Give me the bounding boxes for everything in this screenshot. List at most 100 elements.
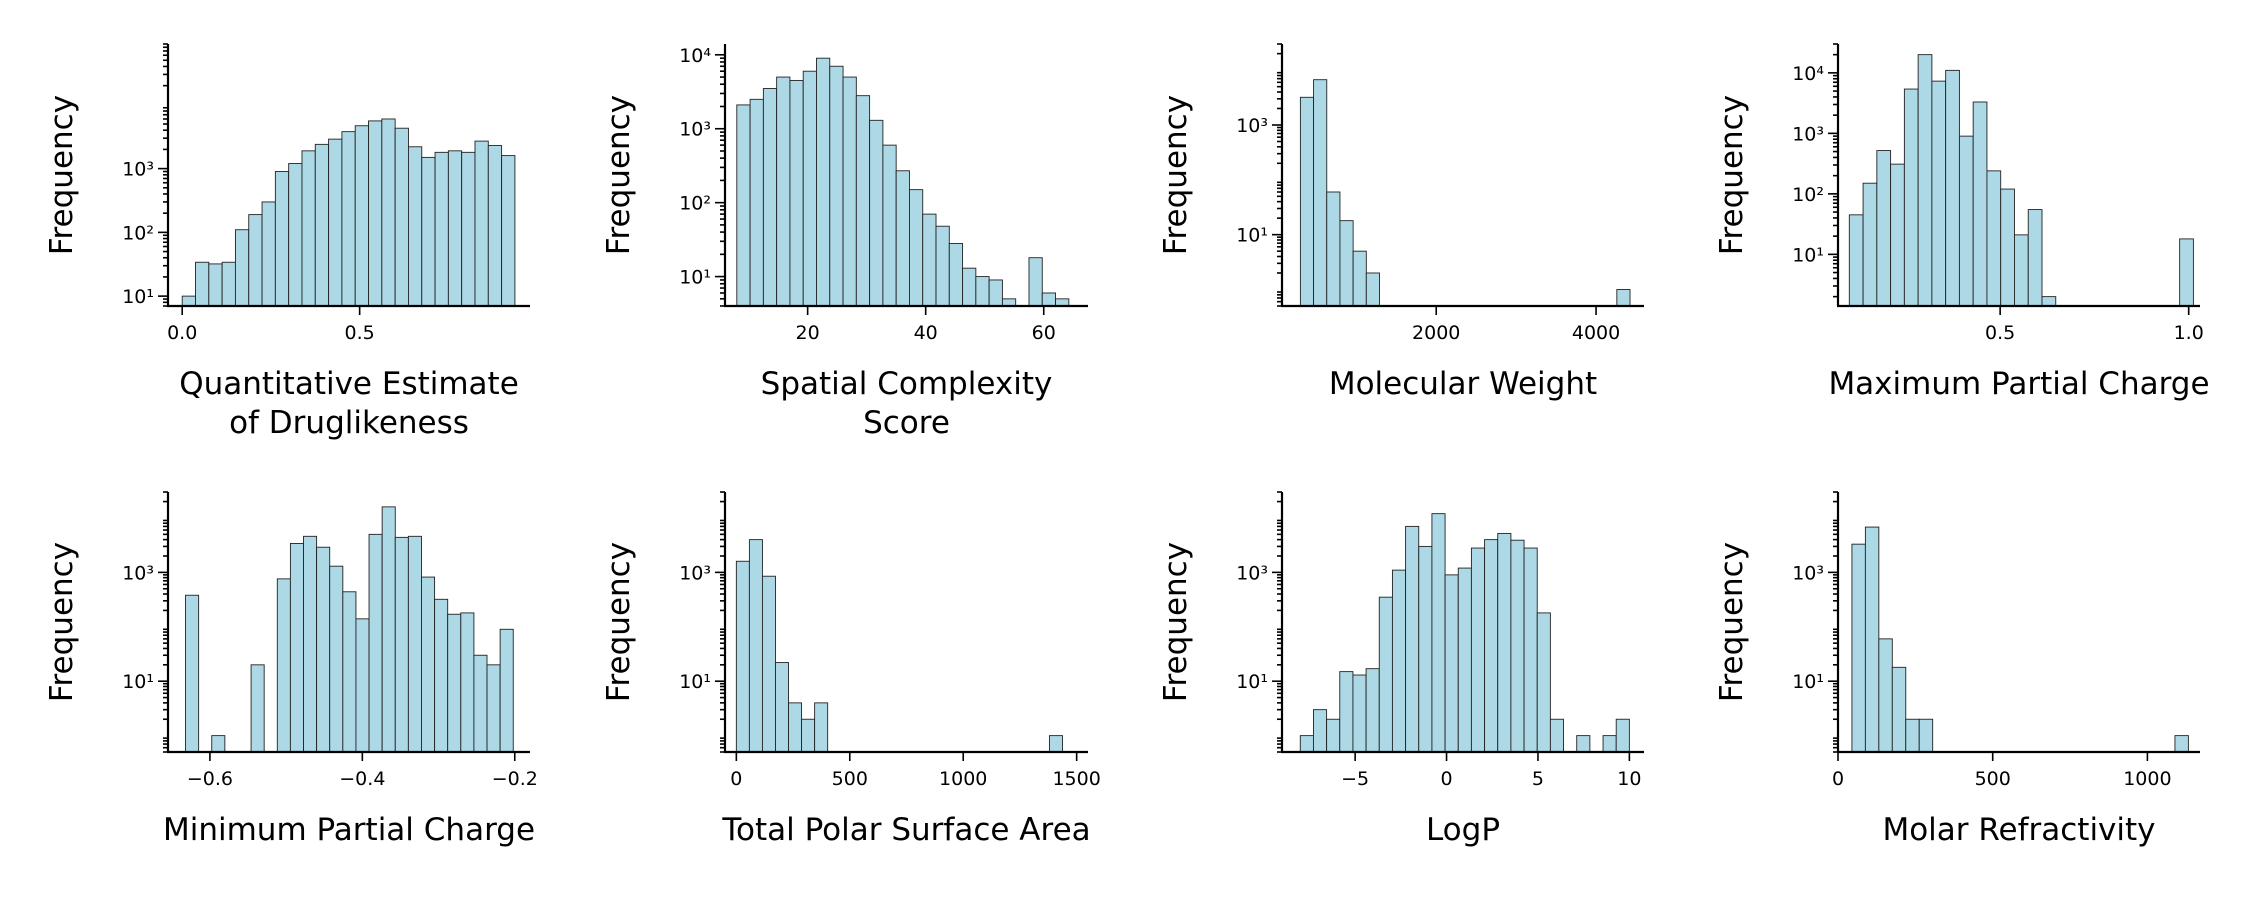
histogram-bar bbox=[776, 76, 791, 307]
x-axis-label: Minimum Partial Charge bbox=[163, 812, 535, 848]
y-tick-label: 10¹ bbox=[1236, 225, 1268, 247]
histogram-bar bbox=[208, 263, 223, 307]
histogram-bar bbox=[381, 506, 396, 753]
y-axis-label: Frequency bbox=[601, 542, 637, 702]
x-tick-label: 500 bbox=[1975, 768, 2011, 790]
histogram-bar bbox=[473, 654, 488, 753]
histogram-panel-3: 10¹ 10³ 2000 4000 Frequency Molecular Weight bbox=[1158, 43, 1644, 402]
y-tick-label: 10³ bbox=[679, 119, 711, 141]
histogram-panel-6: 10¹ 10³ 0 500 1000 1500 Frequency Total Polar S… bbox=[601, 491, 1101, 848]
histogram-bar bbox=[1028, 257, 1043, 307]
y-tick-label: 10² bbox=[679, 193, 711, 215]
histogram-bar bbox=[1878, 638, 1893, 753]
x-tick-label: 0 bbox=[730, 768, 742, 790]
histogram-panel-2: 10¹ 10² 10³ 10⁴ 20 40 60 Frequency Spatial Compl… bbox=[601, 44, 1088, 441]
y-tick-label: 10¹ bbox=[679, 267, 711, 289]
histogram-bar bbox=[1862, 182, 1878, 307]
y-tick-label: 10¹ bbox=[122, 671, 154, 693]
x-tick-label: −0.2 bbox=[492, 768, 538, 790]
histogram-bar bbox=[1484, 539, 1499, 753]
histogram-bar bbox=[342, 591, 357, 753]
histogram-panel-5: 10¹ 10³ −0.6 −0.4 −0.2 Frequency Minimum Parti… bbox=[44, 491, 538, 848]
histogram-bar bbox=[2027, 209, 2043, 307]
x-tick-label: 20 bbox=[796, 322, 820, 344]
y-tick-label: 10³ bbox=[1236, 562, 1268, 584]
histogram-bar bbox=[1536, 612, 1551, 753]
histogram-bar bbox=[2174, 735, 2189, 753]
histogram-bar bbox=[814, 702, 829, 753]
x-tick-label: 1.0 bbox=[2174, 322, 2204, 344]
histogram-bar bbox=[1931, 80, 1947, 307]
x-axis-label: Total Polar Surface Area bbox=[721, 812, 1090, 848]
histogram-bar bbox=[842, 76, 857, 307]
x-tick-label: −5 bbox=[1341, 768, 1369, 790]
histogram-bar bbox=[788, 702, 803, 753]
histogram-bar bbox=[368, 533, 383, 753]
histogram-bar bbox=[381, 118, 396, 307]
y-axis-label: Frequency bbox=[44, 95, 80, 255]
x-tick-label: 0.5 bbox=[345, 322, 375, 344]
x-tick-label: 1000 bbox=[2123, 768, 2171, 790]
histogram-bar bbox=[486, 664, 501, 753]
y-tick-label: 10³ bbox=[1236, 115, 1268, 137]
histogram-bar bbox=[1616, 289, 1631, 307]
x-tick-label: 0 bbox=[1440, 768, 1452, 790]
x-tick-label: 10 bbox=[1617, 768, 1641, 790]
histogram-bar bbox=[354, 125, 369, 307]
histogram-bar bbox=[316, 546, 331, 753]
histogram-bar bbox=[248, 214, 263, 307]
y-axis-label: Frequency bbox=[601, 95, 637, 255]
histogram-bar bbox=[775, 662, 789, 753]
histogram-bar bbox=[499, 628, 514, 753]
histogram-bar bbox=[988, 279, 1003, 307]
histogram-bar bbox=[185, 594, 200, 753]
histogram-bar bbox=[501, 155, 516, 307]
histogram-bar bbox=[962, 267, 977, 307]
histogram-bar bbox=[1497, 532, 1512, 753]
histogram-bar bbox=[394, 536, 409, 753]
histogram-bar bbox=[1876, 150, 1892, 307]
histogram-bar bbox=[434, 598, 449, 753]
histogram-bar bbox=[2179, 238, 2194, 307]
histogram-bar bbox=[909, 189, 924, 307]
histogram-bar bbox=[2014, 234, 2029, 307]
y-axis-label: Frequency bbox=[44, 542, 80, 702]
histogram-bar bbox=[341, 131, 356, 307]
histogram-bar bbox=[461, 151, 476, 307]
histogram-bar bbox=[1339, 220, 1354, 307]
histogram-bar bbox=[855, 95, 871, 307]
x-axis-label: Spatial Complexity bbox=[761, 366, 1053, 402]
x-tick-label: 40 bbox=[914, 322, 938, 344]
histogram-bar bbox=[1576, 735, 1591, 753]
x-tick-label: 0.5 bbox=[1985, 322, 2015, 344]
histogram-bar bbox=[869, 119, 884, 307]
y-tick-label: 10³ bbox=[1792, 123, 1824, 145]
y-tick-label: 10² bbox=[1792, 184, 1824, 206]
histogram-bar bbox=[274, 171, 290, 307]
histogram-bar bbox=[303, 535, 318, 753]
y-axis-label: Frequency bbox=[1714, 95, 1750, 255]
histogram-bar bbox=[487, 145, 503, 307]
y-axis-label: Frequency bbox=[1158, 542, 1194, 702]
y-tick-label: 10¹ bbox=[1792, 244, 1824, 266]
y-tick-label: 10¹ bbox=[122, 286, 154, 308]
histogram-bar bbox=[447, 150, 463, 307]
histogram-bar bbox=[895, 170, 910, 307]
histogram-panel-8: 10¹ 10³ 0 500 1000 Frequency Molar Refractivit… bbox=[1714, 491, 2200, 848]
histogram-bar bbox=[1418, 545, 1433, 753]
x-tick-label: 60 bbox=[1032, 322, 1056, 344]
histogram-bar bbox=[234, 229, 250, 307]
histogram-bar bbox=[195, 261, 210, 307]
histogram-bar bbox=[802, 70, 817, 307]
histogram-bar bbox=[762, 88, 778, 307]
x-tick-label: 5 bbox=[1532, 768, 1544, 790]
histogram-bar bbox=[1905, 718, 1920, 753]
histogram-bar bbox=[1890, 163, 1905, 307]
histogram-bar bbox=[1986, 170, 2002, 307]
histogram-bar bbox=[1918, 718, 1934, 753]
x-tick-label: 2000 bbox=[1412, 322, 1460, 344]
histogram-bar bbox=[1615, 718, 1630, 753]
histogram-bar bbox=[735, 560, 750, 753]
histogram-bar bbox=[801, 718, 816, 753]
y-tick-label: 10⁴ bbox=[679, 45, 711, 67]
